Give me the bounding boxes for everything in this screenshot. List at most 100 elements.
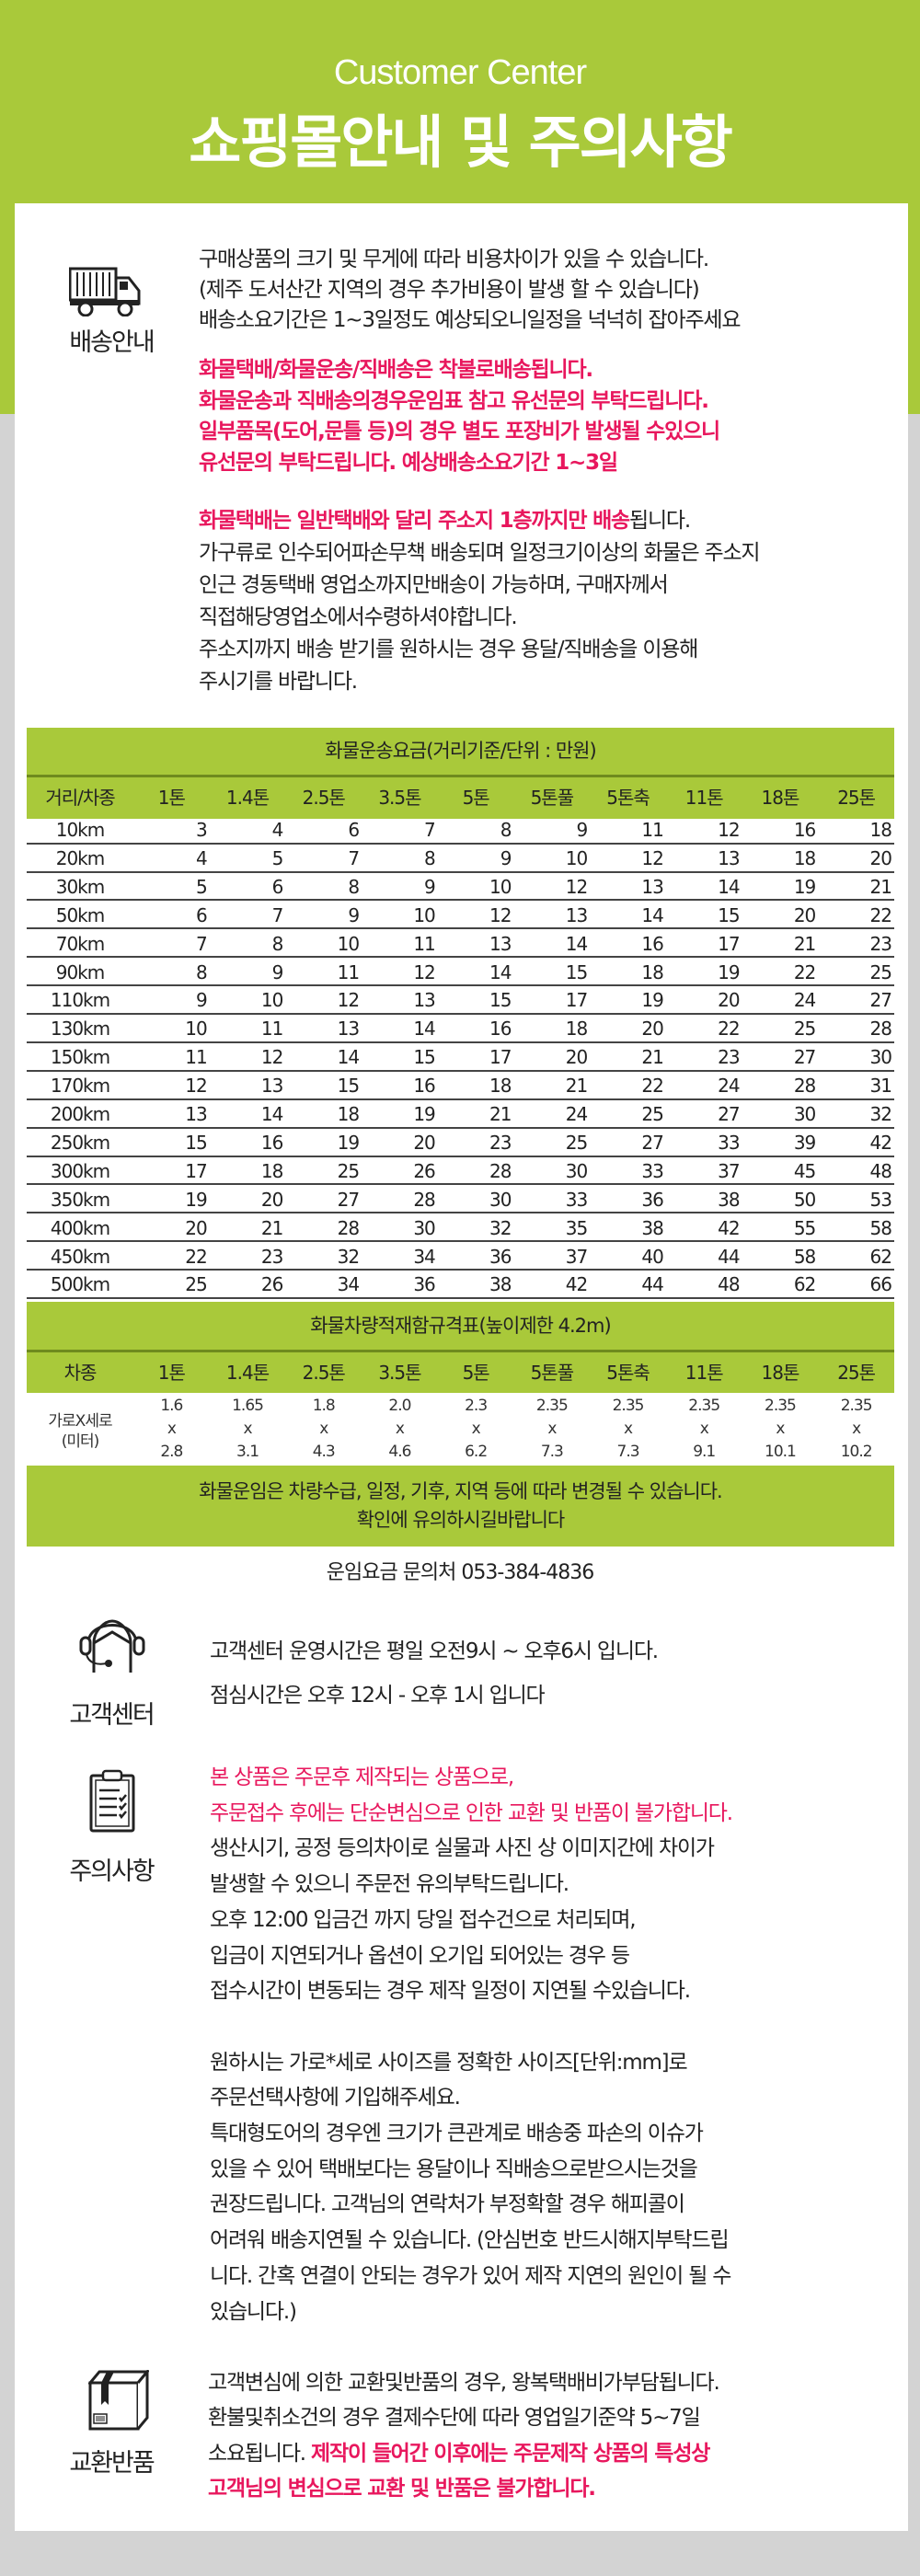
rate-table-row: 170km 12 13 15 16 18 21 22 24 28 31 xyxy=(27,1072,894,1100)
rate-cell: 8 xyxy=(424,846,436,869)
header-subtitle: Customer Center xyxy=(333,53,587,92)
rate-cell: 18 xyxy=(793,846,816,869)
rate-cell: 13 xyxy=(641,875,663,898)
rate-cell: 12 xyxy=(260,1046,283,1069)
rate-cell: 30 xyxy=(489,1188,512,1211)
customer-center-info: 고객센터 운영시간은 평일 오전9시 ~ 오후6시 입니다. 점심시간은 오후 … xyxy=(210,1629,659,1718)
distance-cell: 90km xyxy=(55,960,106,983)
rate-cell: 27 xyxy=(869,989,892,1012)
caution-label: 주의사항 xyxy=(69,1857,155,1886)
warning-line: 화물운송과 직배송의경우운임표 참고 유선문의 부탁드립니다. xyxy=(199,388,709,413)
text-line: 배송소요기간은 1~3일정도 예상되오니일정을 넉넉히 잡아주세요 xyxy=(199,308,742,332)
exchange-warning-line: 고객님의 변심으로 교환 및 반품은 불가합니다. xyxy=(208,2476,596,2501)
rate-cell: 23 xyxy=(718,1046,740,1069)
rate-cell: 13 xyxy=(718,846,740,869)
text-line: 있습니다.) xyxy=(210,2299,297,2324)
warning-line: 화물택배/화물운송/직배송은 착불로배송됩니다. xyxy=(199,358,593,382)
rate-cell: 22 xyxy=(718,1018,740,1041)
size-length: 9.1 xyxy=(693,1443,716,1461)
size-column-header: 1톤 xyxy=(157,1362,186,1384)
size-column-header: 2.5톤 xyxy=(302,1362,346,1384)
rate-cell: 38 xyxy=(718,1188,740,1211)
rate-cell: 23 xyxy=(869,932,892,955)
rate-cell: 17 xyxy=(565,989,588,1012)
size-corner-header: 차종 xyxy=(63,1362,98,1384)
text-line: 환불및취소건의 경우 결제수단에 따라 영업일기준약 5~7일 xyxy=(208,2406,701,2431)
rate-cell: 35 xyxy=(565,1216,588,1239)
rate-cell: 9 xyxy=(424,875,436,898)
rate-table-row: 70km 7 8 10 11 13 14 16 17 21 23 xyxy=(27,930,894,959)
clipboard-icon xyxy=(89,1769,135,1833)
rate-table-row: 10km 3 4 6 7 8 9 11 12 16 18 xyxy=(27,816,894,845)
rate-cell: 7 xyxy=(271,903,284,926)
text-line: 주시기를 바랍니다. xyxy=(199,670,358,694)
size-separator: x xyxy=(319,1420,328,1438)
text-line: 주문선택사항에 기입해주세요. xyxy=(210,2086,461,2110)
distance-cell: 50km xyxy=(55,903,106,926)
rate-cell: 28 xyxy=(793,1075,816,1098)
rate-cell: 20 xyxy=(413,1131,435,1154)
rate-column-header: 11톤 xyxy=(684,787,724,809)
rate-cell: 28 xyxy=(869,1018,892,1041)
rate-cell: 24 xyxy=(718,1075,740,1098)
rate-cell: 24 xyxy=(565,1103,588,1125)
rate-cell: 42 xyxy=(869,1131,892,1154)
size-column-header: 11톤 xyxy=(684,1362,724,1384)
rate-cell: 58 xyxy=(793,1245,816,1268)
size-width: 2.35 xyxy=(840,1397,873,1415)
rate-cell: 53 xyxy=(869,1188,892,1211)
size-cell: 2.35 x 10.1 xyxy=(742,1395,819,1464)
size-length: 6.2 xyxy=(465,1443,488,1461)
rate-cell: 18 xyxy=(869,819,892,841)
caution-warning-line: 주문접수 후에는 단순변심으로 인한 교환 및 반품이 불가합니다. xyxy=(210,1800,733,1825)
rate-cell: 14 xyxy=(489,960,512,983)
size-cell: 1.6 x 2.8 xyxy=(133,1395,210,1464)
distance-cell: 450km xyxy=(50,1245,110,1268)
size-column-header: 5톤축 xyxy=(606,1362,650,1384)
rate-cell: 20 xyxy=(793,903,816,926)
rate-cell: 20 xyxy=(718,989,740,1012)
rate-cell: 22 xyxy=(869,903,892,926)
rate-cell: 19 xyxy=(185,1188,207,1211)
page-title: 쇼핑몰안내 및 주의사항 xyxy=(189,109,733,176)
rate-cell: 38 xyxy=(489,1273,512,1296)
exchange-warning: 제작이 들어간 이후에는 주문제작 상품의 특성상 xyxy=(311,2441,710,2466)
rate-cell: 5 xyxy=(271,846,284,869)
text-black: 소요됩니다. xyxy=(208,2441,312,2466)
rate-cell: 11 xyxy=(641,819,663,841)
rate-cell: 48 xyxy=(869,1159,892,1182)
rate-table-row: 150km 11 12 14 15 17 20 21 23 27 30 xyxy=(27,1043,894,1072)
rate-table-row: 250km 15 16 19 20 23 25 27 33 39 42 xyxy=(27,1129,894,1157)
rate-cell: 15 xyxy=(413,1046,435,1069)
distance-cell: 500km xyxy=(50,1273,110,1296)
rate-cell: 13 xyxy=(185,1103,207,1125)
distance-cell: 350km xyxy=(50,1188,110,1211)
rate-cell: 50 xyxy=(793,1188,816,1211)
distance-cell: 200km xyxy=(50,1103,110,1125)
text-line-mixed: 소요됩니다. 제작이 들어간 이후에는 주문제작 상품의 특성상 xyxy=(208,2436,719,2471)
freight-red: 화물택배는 일반택배와 달리 주소지 1층까지만 배송 xyxy=(199,509,630,533)
rate-cell: 18 xyxy=(641,960,663,983)
size-table-row: 가로X세로 (미터) 1.6 x 2.8 1.65 x 3.1 1.8 x 4.3 2.0 x 4.6… xyxy=(27,1393,894,1466)
size-length: 2.8 xyxy=(160,1443,183,1461)
truck-icon xyxy=(69,267,141,316)
rate-cell: 8 xyxy=(348,875,360,898)
rate-column-header: 2.5톤 xyxy=(302,787,346,809)
rate-cell: 15 xyxy=(337,1075,360,1098)
rate-cell: 15 xyxy=(718,903,740,926)
notice-line-1: 화물운임은 차량수급, 일정, 기후, 지역 등에 따라 변경될 수 있습니다. xyxy=(199,1480,722,1502)
rate-cell: 34 xyxy=(413,1245,435,1268)
rate-cell: 6 xyxy=(348,819,360,841)
rate-cell: 18 xyxy=(337,1103,360,1125)
text-line: 구매상품의 크기 및 무게에 따라 비용차이가 있을 수 있습니다. xyxy=(199,247,709,271)
rate-cell: 9 xyxy=(500,846,512,869)
exchange-info: 고객변심에 의한 교환및반품의 경우, 왕복택배비가부담됩니다. 환불및취소건의… xyxy=(208,2365,720,2506)
size-separator: x xyxy=(547,1420,557,1438)
rate-cell: 17 xyxy=(489,1046,512,1069)
rate-cell: 13 xyxy=(260,1075,283,1098)
rate-cell: 44 xyxy=(641,1273,663,1296)
size-separator: x xyxy=(471,1420,481,1438)
rate-cell: 4 xyxy=(271,819,284,841)
size-width: 2.35 xyxy=(535,1397,569,1415)
size-row-label-1: 가로X세로 xyxy=(48,1412,112,1431)
